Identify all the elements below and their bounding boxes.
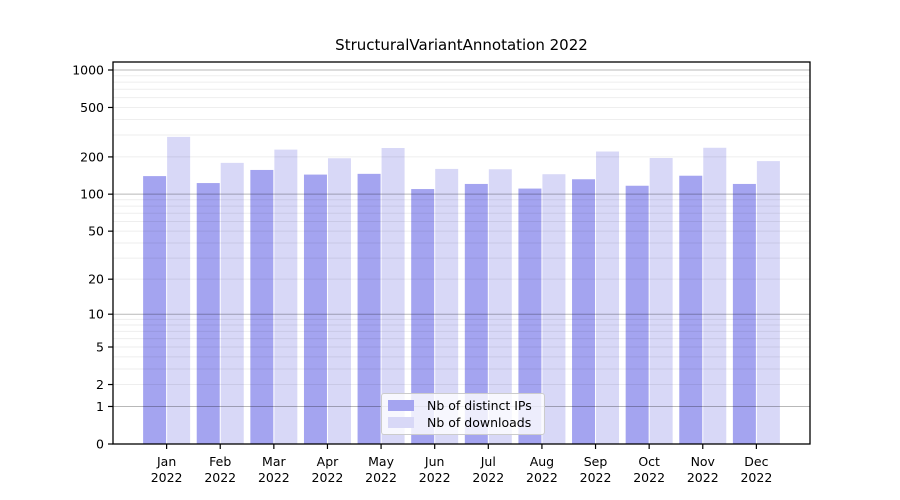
bar-downloads-mar: [274, 149, 298, 444]
x-tick-label: Jan 2022: [151, 454, 183, 485]
bar-downloads-may: [381, 147, 405, 444]
x-tick-label: Sep 2022: [580, 454, 612, 485]
bar-distinct-ips-feb: [196, 183, 220, 444]
x-tick-label: Dec 2022: [740, 454, 772, 485]
y-tick-label: 20: [88, 272, 104, 287]
bar-distinct-ips-nov: [679, 175, 703, 444]
y-tick-label: 50: [88, 224, 104, 239]
bar-distinct-ips-sep: [572, 179, 596, 444]
bar-downloads-jul: [488, 169, 512, 444]
legend-label-distinct-ips: Nb of distinct IPs: [427, 397, 532, 413]
bar-distinct-ips-mar: [250, 169, 274, 444]
bar-distinct-ips-apr: [303, 174, 327, 444]
x-tick-label: Nov 2022: [687, 454, 719, 485]
bar-distinct-ips-may: [357, 173, 381, 444]
x-tick-label: Jul 2022: [472, 454, 504, 485]
y-tick-label: 200: [80, 149, 104, 164]
chart-title: StructuralVariantAnnotation 2022: [335, 36, 588, 54]
bar-downloads-jun: [435, 168, 459, 444]
bar-downloads-oct: [649, 157, 673, 444]
bar-downloads-sep: [596, 151, 620, 444]
bar-distinct-ips-jan: [143, 176, 167, 444]
x-tick-label: Apr 2022: [312, 454, 344, 485]
plot-frame: [112, 61, 811, 445]
x-tick-label: May 2022: [365, 454, 397, 485]
x-tick-label: Feb 2022: [204, 454, 236, 485]
legend-item-downloads: Nb of downloads: [388, 415, 538, 432]
y-tick-label: 1000: [72, 63, 104, 78]
bar-distinct-ips-jul: [464, 183, 488, 444]
x-tick-label: Mar 2022: [258, 454, 290, 485]
legend-item-distinct-ips: Nb of distinct IPs: [388, 397, 538, 414]
bar-distinct-ips-aug: [518, 188, 542, 444]
y-tick-label: 10: [88, 307, 104, 322]
bar-downloads-apr: [327, 158, 351, 444]
x-tick-label: Jun 2022: [419, 454, 451, 485]
y-tick-label: 100: [80, 187, 104, 202]
x-tick-label: Oct 2022: [633, 454, 665, 485]
bar-distinct-ips-dec: [732, 183, 756, 444]
y-tick-label: 500: [80, 100, 104, 115]
legend-label-downloads: Nb of downloads: [427, 415, 532, 431]
y-tick-label: 1: [96, 399, 104, 414]
y-axis: 0 1 2 5 10 20 50 100 200 500 1000: [72, 63, 113, 452]
x-axis: Jan 2022 Feb 2022 Mar 2022 Apr 2022 May 2022 Jun 20…: [151, 444, 772, 485]
bar-distinct-ips-jun: [411, 189, 435, 444]
bar-distinct-ips-oct: [625, 185, 649, 444]
x-tick-label: Aug 2022: [526, 454, 558, 485]
downloads-swatch: [388, 417, 414, 429]
y-tick-label: 2: [96, 377, 104, 392]
bar-downloads-nov: [703, 147, 727, 444]
y-tick-label: 0: [96, 437, 104, 452]
bar-downloads-dec: [756, 161, 780, 444]
bar-downloads-jan: [167, 136, 191, 445]
bar-downloads-feb: [220, 162, 244, 445]
bars: [143, 136, 780, 445]
gridlines: [113, 69, 810, 407]
distinct-ips-swatch: [388, 399, 414, 411]
y-tick-label: 5: [96, 340, 104, 355]
legend: Nb of distinct IPs Nb of downloads: [381, 393, 545, 435]
bar-downloads-aug: [542, 174, 566, 445]
